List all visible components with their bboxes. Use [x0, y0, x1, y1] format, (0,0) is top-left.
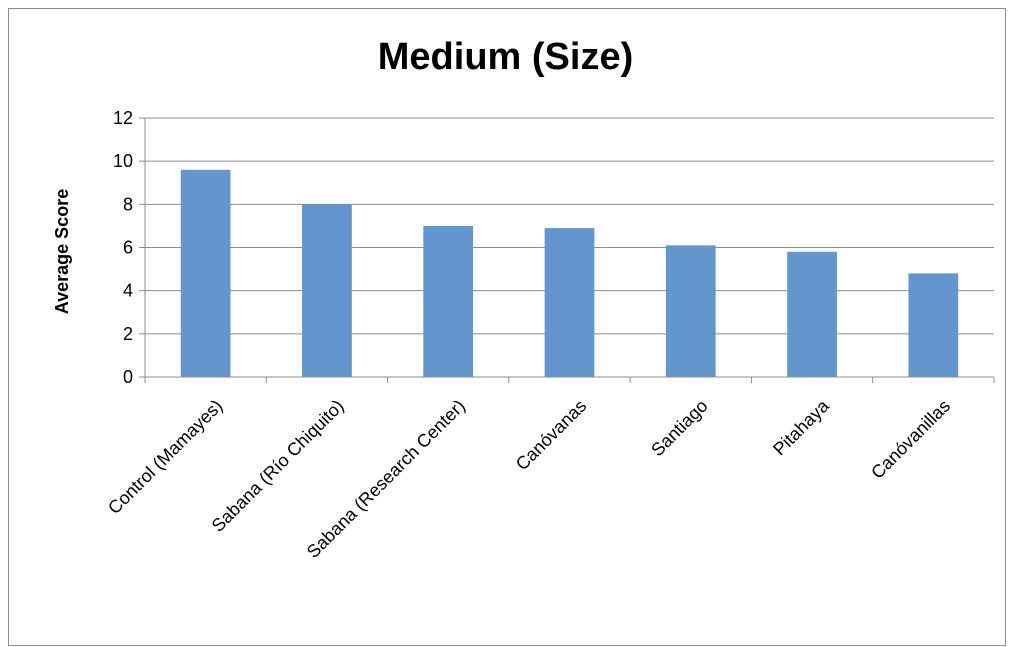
chart-title: Medium (Size)	[377, 36, 634, 78]
y-axis-title: Average Score	[52, 189, 72, 314]
category-label: Sabana (Río Chiquito)	[208, 396, 348, 536]
y-tick-label: 12	[113, 108, 133, 128]
y-tick-label: 4	[123, 281, 133, 301]
category-label: Canóvanillas	[867, 396, 954, 483]
bar	[180, 169, 231, 377]
category-label: Canóvanas	[512, 396, 591, 475]
bar	[665, 245, 716, 377]
category-label: Pitahaya	[769, 395, 833, 459]
y-tick-label: 6	[123, 238, 133, 258]
bar	[908, 273, 959, 377]
bar	[423, 225, 474, 377]
y-tick-label: 10	[113, 151, 133, 171]
axes	[139, 117, 995, 383]
bar	[787, 251, 837, 377]
bars	[180, 169, 959, 377]
category-label: Control (Mamayes)	[104, 396, 226, 518]
bar	[302, 204, 352, 377]
y-tick-label: 0	[123, 367, 133, 387]
chart-frame	[8, 8, 1006, 646]
y-tick-label: 8	[123, 194, 133, 214]
bar	[544, 228, 595, 377]
category-label: Santiago	[647, 396, 711, 460]
y-tick-label: 2	[123, 324, 133, 344]
